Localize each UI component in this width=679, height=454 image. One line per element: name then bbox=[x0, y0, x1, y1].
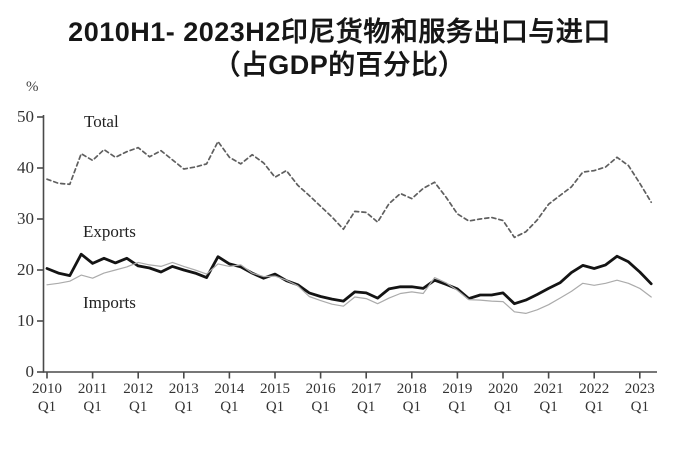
x-tick-year: 2021 bbox=[533, 381, 564, 397]
x-tick-quarter: Q1 bbox=[129, 399, 148, 415]
x-tick-year: 2023 bbox=[624, 381, 655, 397]
x-tick-label: 2017 Q1 bbox=[344, 380, 388, 416]
chart-title-line2: （占GDP的百分比） bbox=[213, 50, 466, 80]
chart-title: 2010H1- 2023H2印尼货物和服务出口与进口 （占GDP的百分比） bbox=[0, 16, 679, 82]
x-tick-quarter: Q1 bbox=[493, 399, 513, 415]
x-tick-label: 2023 Q1 bbox=[618, 380, 662, 416]
x-tick-year: 2020 bbox=[488, 381, 518, 397]
x-tick-label: 2012 Q1 bbox=[116, 380, 160, 416]
x-tick-year: 2013 bbox=[168, 381, 199, 397]
imports-line bbox=[46, 261, 652, 314]
y-axis-unit-label: % bbox=[26, 79, 39, 95]
x-tick-year: 2019 bbox=[442, 381, 473, 397]
y-tick-label: 10 bbox=[17, 311, 34, 330]
x-tick-label: 2021 Q1 bbox=[527, 380, 571, 416]
total-line bbox=[46, 140, 653, 239]
x-tick-quarter: Q1 bbox=[83, 399, 102, 415]
y-tick-label: 20 bbox=[17, 260, 34, 279]
x-tick-quarter: Q1 bbox=[265, 399, 285, 415]
x-tick-quarter: Q1 bbox=[174, 399, 193, 415]
x-tick-year: 2012 bbox=[123, 381, 154, 397]
y-tick-label: 30 bbox=[17, 209, 34, 228]
x-tick-label: 2015 Q1 bbox=[253, 380, 297, 416]
x-tick-quarter: Q1 bbox=[311, 399, 330, 415]
x-tick-label: 2019 Q1 bbox=[435, 380, 479, 416]
total-series-label: Total bbox=[84, 112, 119, 131]
x-tick-year: 2017 bbox=[351, 381, 382, 397]
x-tick-quarter: Q1 bbox=[448, 399, 467, 415]
x-tick-label: 2014 Q1 bbox=[207, 380, 251, 416]
x-tick-quarter: Q1 bbox=[539, 399, 558, 415]
y-tick-label: 0 bbox=[25, 362, 35, 381]
x-tick-label: 2010 Q1 bbox=[25, 380, 69, 416]
x-tick-quarter: Q1 bbox=[630, 399, 649, 415]
x-tick-label: 2013 Q1 bbox=[162, 380, 206, 416]
imports-series-label: Imports bbox=[83, 293, 136, 312]
x-tick-label: 2016 Q1 bbox=[299, 380, 343, 416]
x-tick-year: 2011 bbox=[77, 381, 108, 397]
y-tick-label: 50 bbox=[17, 107, 34, 126]
x-tick-year: 2022 bbox=[579, 381, 610, 397]
x-tick-year: 2016 bbox=[305, 381, 336, 397]
x-tick-quarter: Q1 bbox=[37, 399, 57, 415]
chart-title-line1: 2010H1- 2023H2印尼货物和服务出口与进口 bbox=[68, 17, 611, 47]
x-tick-quarter: Q1 bbox=[220, 399, 239, 415]
x-tick-label: 2020 Q1 bbox=[481, 380, 525, 416]
x-tick-label: 2011 Q1 bbox=[71, 380, 115, 416]
x-tick-label: 2018 Q1 bbox=[390, 380, 434, 416]
y-tick-label: 40 bbox=[17, 158, 34, 177]
exports-series-label: Exports bbox=[83, 222, 136, 241]
x-tick-year: 2010 bbox=[32, 381, 62, 397]
x-tick-year: 2018 bbox=[396, 381, 427, 397]
x-tick-label: 2022 Q1 bbox=[572, 380, 616, 416]
x-tick-quarter: Q1 bbox=[585, 399, 604, 415]
x-tick-quarter: Q1 bbox=[402, 399, 421, 415]
x-tick-quarter: Q1 bbox=[357, 399, 376, 415]
exports-line bbox=[45, 252, 653, 306]
x-tick-year: 2015 bbox=[260, 381, 290, 397]
x-tick-year: 2014 bbox=[214, 381, 245, 397]
